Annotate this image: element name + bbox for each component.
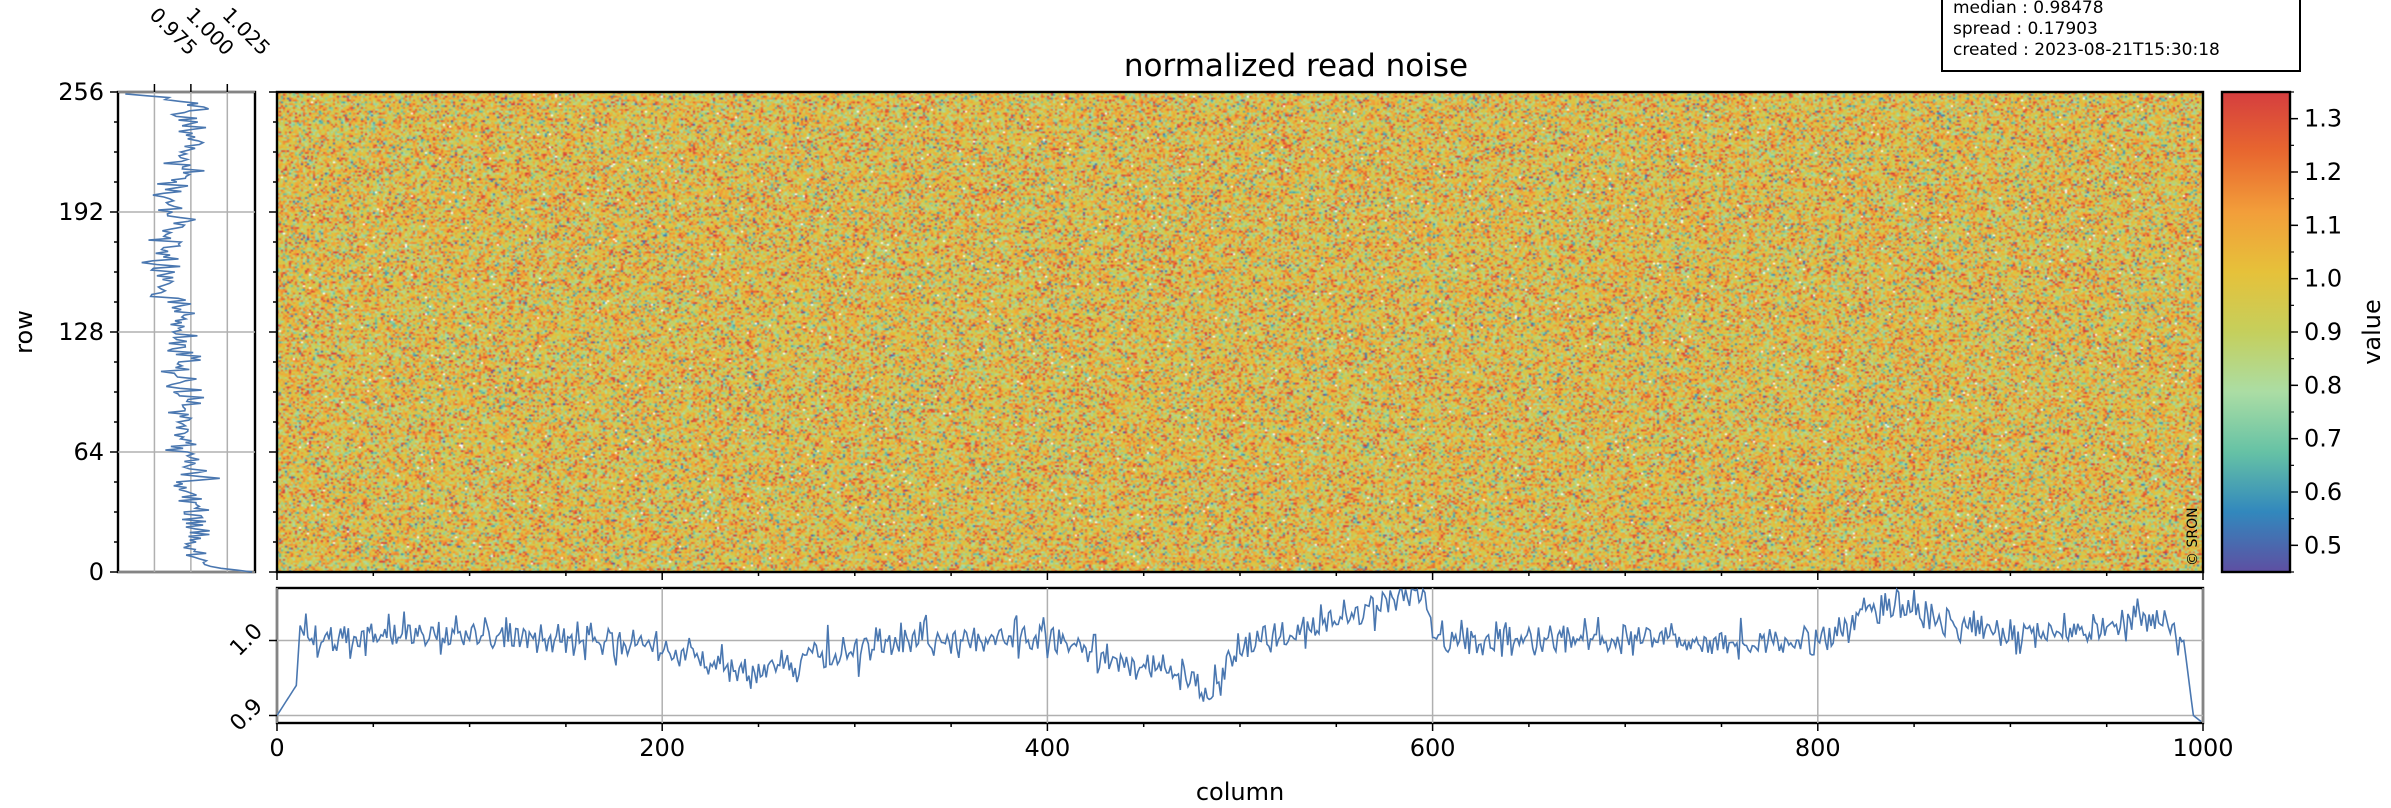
colorbar-tick-label: 1.2 [2304,158,2342,186]
column-tick-label: 800 [1795,734,1841,762]
row-tick-label: 128 [58,318,104,346]
median-text: median : 0.98478 [1953,0,2104,18]
row-tick-label: 192 [58,198,104,226]
column-tick-label: 0 [269,734,284,762]
colorbar-tick-label: 0.8 [2304,371,2342,399]
colorbar: 0.5 0.6 0.7 0.8 0.9 1.0 1.1 1.2 1.3 value [2220,90,2386,574]
created-text: created : 2023-08-21T15:30:18 [1953,40,2220,60]
stats-box: median : 0.98478 spread : 0.17903 create… [1941,0,2301,72]
column-tick-label: 200 [639,734,685,762]
colorbar-tick-label: 0.6 [2304,478,2342,506]
colorbar-label: value [2358,299,2386,365]
column-profile-ytick-label: 0.9 [225,694,267,736]
x-axis-label: column [1196,778,1284,806]
heatmap-left-ticks [269,91,277,573]
column-profile-panel: 0.9 1.0 0 200 400 600 800 1000 column [225,586,2234,806]
colorbar-tick-label: 1.3 [2304,105,2342,133]
y-axis-label: row [10,310,38,354]
heatmap-bottom-ticks [276,572,2204,580]
heatmap-panel: © SRON [269,90,2205,580]
row-tick-label: 0 [89,558,104,586]
row-tick-label: 64 [73,438,104,466]
copyright-text: © SRON [2185,507,2201,566]
heatmap-image [277,92,2203,572]
row-tick-label: 256 [58,78,104,106]
colorbar-gradient [2220,90,2292,574]
colorbar-tick-label: 0.9 [2304,318,2342,346]
column-profile-frame [275,586,2205,725]
colorbar-tick-label: 0.7 [2304,425,2342,453]
column-tick-label: 1000 [2172,734,2233,762]
colorbar-tick-label: 0.5 [2304,531,2342,559]
column-tick-label: 600 [1410,734,1456,762]
column-profile-ytick-label: 1.0 [225,619,267,661]
colorbar-tick-label: 1.0 [2304,265,2342,293]
row-profile-line [125,93,253,573]
spread-text: spread : 0.17903 [1953,19,2098,39]
colorbar-tick-label: 1.1 [2304,211,2342,239]
chart-title: normalized read noise [1124,48,1468,84]
column-tick-label: 400 [1024,734,1070,762]
column-profile-line [276,587,2202,723]
